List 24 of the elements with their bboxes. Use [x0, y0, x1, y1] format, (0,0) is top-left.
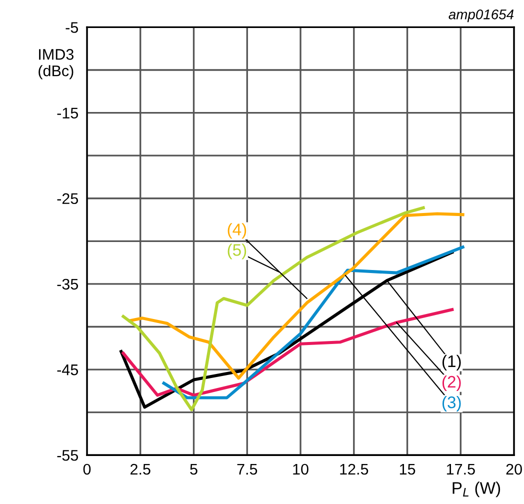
y-axis-title: IMD3 (dBc): [38, 49, 74, 80]
x-tick-label: 7.5: [237, 464, 258, 475]
y-tick-label: -45: [57, 364, 78, 376]
x-tick-label: 10: [293, 464, 308, 475]
annotation: (5): [228, 244, 246, 260]
x-axis-title: P$_{L}$ (W): [452, 482, 500, 498]
x-tick-label: 5: [190, 464, 198, 475]
x-tick-label: 17.5: [446, 464, 475, 475]
line-series: [122, 206, 425, 412]
annotation: (2): [442, 375, 461, 391]
annotation: (3): [442, 396, 461, 412]
text: amp01654: [448, 10, 514, 22]
y-tick-label: -55: [57, 450, 78, 461]
x-tick-label: 2.5: [130, 464, 150, 475]
annotation: (1): [442, 354, 461, 370]
x-tick-label: 0: [83, 464, 91, 475]
x-tick-label: 20: [506, 464, 522, 475]
y-tick-label: -35: [57, 278, 78, 290]
y-tick-label: -5: [66, 22, 78, 33]
x-tick-label: 12.5: [340, 464, 368, 475]
x-tick-label: 15: [400, 464, 416, 475]
y-tick-label: -15: [57, 108, 78, 118]
y-tick-label: -25: [57, 193, 78, 204]
annotation: (4): [228, 223, 246, 239]
